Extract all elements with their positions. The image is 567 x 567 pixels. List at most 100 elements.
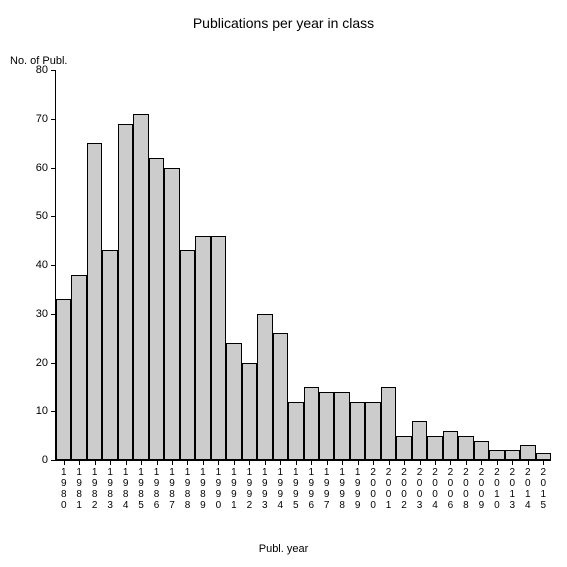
x-tick-label: 2013 <box>508 467 516 511</box>
x-tick <box>358 460 359 465</box>
x-tick <box>79 460 80 465</box>
x-tick-label: 1989 <box>199 467 207 511</box>
y-tick-label: 60 <box>36 162 48 174</box>
bar <box>180 250 195 460</box>
plot-area: 0102030405060708019801981198219831984198… <box>55 70 551 461</box>
x-tick-label: 1997 <box>323 467 331 511</box>
x-tick-label: 2006 <box>446 467 454 511</box>
y-tick <box>51 119 56 120</box>
bar <box>474 441 489 461</box>
bar <box>334 392 349 460</box>
x-tick-label: 2014 <box>524 467 532 511</box>
y-tick <box>51 168 56 169</box>
x-tick-label: 1982 <box>91 467 99 511</box>
x-tick-label: 1999 <box>354 467 362 511</box>
x-tick <box>466 460 467 465</box>
x-tick-label: 1986 <box>153 467 161 511</box>
y-tick-label: 70 <box>36 113 48 125</box>
x-tick-label: 1983 <box>106 467 114 511</box>
y-tick-label: 30 <box>36 308 48 320</box>
bar <box>458 436 473 460</box>
x-tick-label: 2015 <box>539 467 547 511</box>
x-tick-label: 1981 <box>75 467 83 511</box>
bar <box>56 299 71 460</box>
x-tick-label: 1998 <box>338 467 346 511</box>
x-tick <box>296 460 297 465</box>
x-tick <box>126 460 127 465</box>
x-tick <box>64 460 65 465</box>
x-tick-label: 2002 <box>400 467 408 511</box>
bar <box>87 143 102 460</box>
x-tick-label: 1984 <box>122 467 130 511</box>
x-tick <box>528 460 529 465</box>
bar <box>226 343 241 460</box>
x-tick-label: 1987 <box>168 467 176 511</box>
y-tick-label: 20 <box>36 357 48 369</box>
x-tick-label: 1994 <box>276 467 284 511</box>
x-tick-label: 1991 <box>230 467 238 511</box>
x-tick <box>512 460 513 465</box>
bar <box>443 431 458 460</box>
y-tick-label: 50 <box>36 210 48 222</box>
x-tick <box>141 460 142 465</box>
x-tick <box>342 460 343 465</box>
x-tick <box>435 460 436 465</box>
x-tick <box>265 460 266 465</box>
x-tick-label: 2000 <box>369 467 377 511</box>
x-tick <box>481 460 482 465</box>
bar <box>505 450 520 460</box>
bar <box>164 168 179 461</box>
x-tick-label: 2001 <box>385 467 393 511</box>
x-tick-label: 1993 <box>261 467 269 511</box>
x-tick-label: 2010 <box>493 467 501 511</box>
bar <box>242 363 257 461</box>
y-tick-label: 40 <box>36 259 48 271</box>
x-tick <box>389 460 390 465</box>
bar <box>118 124 133 460</box>
x-tick-label: 2009 <box>477 467 485 511</box>
bar <box>412 421 427 460</box>
x-tick-label: 2008 <box>462 467 470 511</box>
x-tick <box>311 460 312 465</box>
x-tick-label: 1996 <box>307 467 315 511</box>
x-tick <box>280 460 281 465</box>
y-tick <box>51 460 56 461</box>
y-tick <box>51 216 56 217</box>
bar <box>381 387 396 460</box>
x-tick-label: 2004 <box>431 467 439 511</box>
x-tick <box>420 460 421 465</box>
y-tick-label: 10 <box>36 405 48 417</box>
x-tick <box>95 460 96 465</box>
x-tick-label: 1990 <box>214 467 222 511</box>
bar <box>350 402 365 461</box>
y-tick-label: 80 <box>36 64 48 76</box>
bar <box>288 402 303 461</box>
bar <box>71 275 86 460</box>
x-tick <box>450 460 451 465</box>
chart-title: Publications per year in class <box>0 15 567 31</box>
x-tick <box>497 460 498 465</box>
x-tick-label: 1980 <box>60 467 68 511</box>
x-tick <box>110 460 111 465</box>
x-tick <box>249 460 250 465</box>
y-tick-label: 0 <box>42 454 48 466</box>
chart-container: Publications per year in class No. of Pu… <box>0 0 567 567</box>
bar <box>257 314 272 460</box>
bar <box>211 236 226 460</box>
x-tick <box>404 460 405 465</box>
bar <box>273 333 288 460</box>
bar <box>489 450 504 460</box>
y-tick <box>51 70 56 71</box>
x-tick <box>234 460 235 465</box>
bar <box>365 402 380 461</box>
x-tick-label: 1992 <box>245 467 253 511</box>
bar <box>133 114 148 460</box>
bar <box>304 387 319 460</box>
x-tick <box>218 460 219 465</box>
x-axis-label: Publ. year <box>0 543 567 555</box>
x-tick <box>172 460 173 465</box>
x-tick-label: 1985 <box>137 467 145 511</box>
x-tick-label: 2003 <box>416 467 424 511</box>
x-tick <box>157 460 158 465</box>
x-tick <box>373 460 374 465</box>
